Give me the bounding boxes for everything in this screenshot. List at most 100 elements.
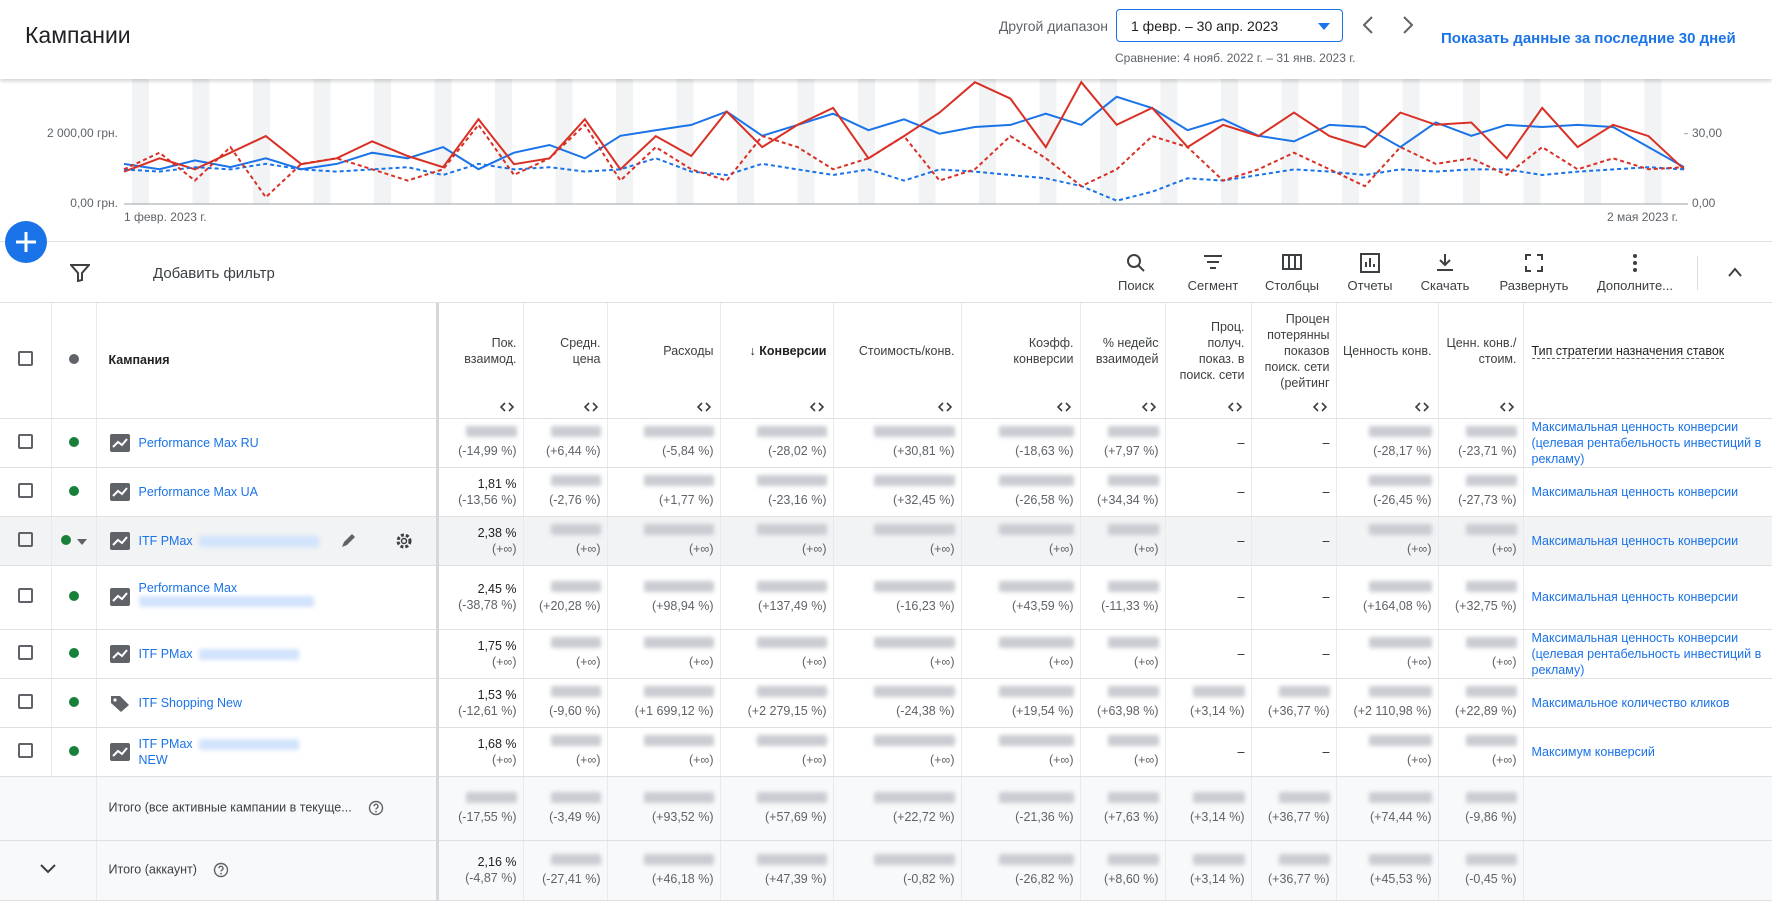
expand-toggle[interactable] [39,863,57,875]
blurred-value [1369,637,1432,648]
metric-change: (+2 110,98 %) [1353,704,1432,718]
campaign-icon [109,644,130,663]
metric-change: (-17,55 %) [458,809,517,824]
campaign-icon [109,742,130,761]
blurred-value [643,735,714,746]
metric-change: (-11,33 %) [1101,598,1159,613]
strategy-link[interactable]: Максимальная ценность конверсии (целевая… [1531,630,1762,677]
campaign-name[interactable]: ITF Shopping New [138,695,243,710]
campaign-name[interactable]: Performance Max RU [138,435,259,450]
metric-change: (-9,60 %) [549,704,601,718]
strategy-link[interactable]: Максимальная ценность конверсии [1531,484,1739,499]
help-icon[interactable] [213,862,229,878]
prev-button[interactable] [1358,14,1378,36]
campaign-name[interactable]: Performance Max UA [138,484,258,499]
blurred-value [550,791,601,803]
column-header[interactable]: Стоимость/конв. [833,303,962,419]
column-header[interactable]: Пок. взаимод. [437,303,524,419]
column-title: Пок. взаимод. [464,336,517,367]
campaign-icon [109,482,130,501]
metric-cell: (+36,77 %) [1251,678,1337,728]
metric-change: (-13,56 %) [458,492,517,507]
toolbar-button[interactable]: Скачать [1405,252,1485,293]
toolbar-button[interactable]: Развернуть [1494,252,1574,293]
column-header[interactable]: Тип стратегии назначения ставок [1523,303,1772,419]
metric-cell: (-24,38 %) [833,678,962,728]
checkbox[interactable] [17,644,33,660]
column-header[interactable]: ↓ Конверсии [720,303,834,419]
blurred-value [643,853,714,865]
add-button[interactable] [3,219,49,265]
checkbox[interactable] [17,350,33,366]
metric-cell: (-28,02 %) [720,418,834,468]
metric-cell: (-0,82 %) [833,840,962,901]
campaign-row: Performance Max UA 1,81 % (-13,56 %) (-2,76… [0,467,1772,517]
next-button[interactable] [1398,14,1418,36]
strategy-link[interactable]: Максимальная ценность конверсии [1531,590,1739,604]
checkbox[interactable] [17,482,33,498]
column-header[interactable]: Средн. цена [523,303,608,419]
checkbox[interactable] [17,742,33,758]
add-filter[interactable]: Добавить фильтр [153,265,275,282]
metric-change: (+43,59 %) [1012,598,1074,613]
column-header[interactable]: Коэфф. конверсии [961,303,1081,419]
metric-change: (-24,38 %) [896,704,955,718]
toolbar-button[interactable]: Столбцы [1252,252,1332,293]
metric-change: (+1,77 %) [658,493,714,507]
campaign-name[interactable]: ITF PMax [138,533,193,548]
blurred-value [999,524,1074,535]
column-title: Тип стратегии назначения ставок [1531,344,1725,360]
metric-cell: (-27,41 %) [523,840,608,901]
blurred-value [643,524,714,535]
column-header[interactable]: Процен потерянны показов поиск. сети (ре… [1251,303,1337,419]
column-title: Коэфф. конверсии [1013,336,1074,367]
column-header[interactable]: Проц. получ. показ. в поиск. сети [1165,303,1252,419]
blurred-value [1108,637,1159,648]
toolbar-button[interactable]: Отчеты [1330,252,1410,293]
metric-cell: (-27,73 %) [1438,467,1524,517]
strategy-link[interactable]: Максимальная ценность конверсии (целевая… [1531,419,1762,466]
campaign-name[interactable]: Performance Max [138,581,238,595]
column-header[interactable]: Ценность конв. [1336,303,1439,419]
column-header[interactable]: Расходы [607,303,721,419]
toolbar-button[interactable]: Поиск [1096,252,1176,293]
blurred-value [999,686,1074,697]
checkbox[interactable] [17,433,33,449]
metric-value: – [1237,484,1245,499]
column-header[interactable]: % недейс взаимодей [1080,303,1166,419]
toolbar-button[interactable]: Дополните... [1595,252,1675,293]
metric-cell: (+∞) [720,629,834,679]
metric-cell: (+∞) [523,516,608,566]
collapse-button[interactable] [1727,266,1743,278]
metric-value: – [1322,533,1330,548]
edit-icon[interactable] [340,533,356,549]
status-dropdown[interactable] [76,538,87,545]
show-last-link[interactable]: Показать данные за последние 30 дней [1441,30,1736,47]
metric-cell: – [1251,467,1337,517]
sort-toggle [1499,401,1514,412]
strategy-link[interactable]: Максимум конверсий [1531,744,1655,759]
campaign-name[interactable]: NEW [138,752,168,767]
checkbox[interactable] [17,693,33,709]
column-header[interactable]: Ценн. конв./стоим. [1438,303,1524,419]
campaign-row: ITF PMax 1,75 % (+∞) (+∞) (+∞) (+∞) (+∞) (+∞) (+… [0,629,1772,679]
filter-icon[interactable] [70,264,90,282]
campaign-name[interactable]: ITF PMax [138,736,193,751]
metric-change: (-28,17 %) [1373,444,1432,458]
date-range-dropdown[interactable]: 1 февр. – 30 апр. 2023 [1116,9,1343,42]
strategy-link[interactable]: Максимальное количество кликов [1531,695,1730,710]
help-icon[interactable] [368,800,384,816]
status-header [51,303,97,419]
toolbar-button[interactable]: Сегмент [1173,252,1253,293]
blurred-value [466,791,517,803]
checkbox[interactable] [17,531,33,547]
campaign-icon [109,531,130,550]
strategy-link[interactable]: Максимальная ценность конверсии [1531,533,1739,548]
campaign-name[interactable]: ITF PMax [138,646,193,661]
metric-cell: (+164,08 %) [1336,565,1439,630]
strategy-cell: Максимальное количество кликов [1523,678,1772,728]
checkbox[interactable] [17,588,33,603]
settings-icon[interactable] [394,531,414,551]
metric-cell: (+∞) [523,629,608,679]
column-title: Стоимость/конв. [858,344,955,359]
